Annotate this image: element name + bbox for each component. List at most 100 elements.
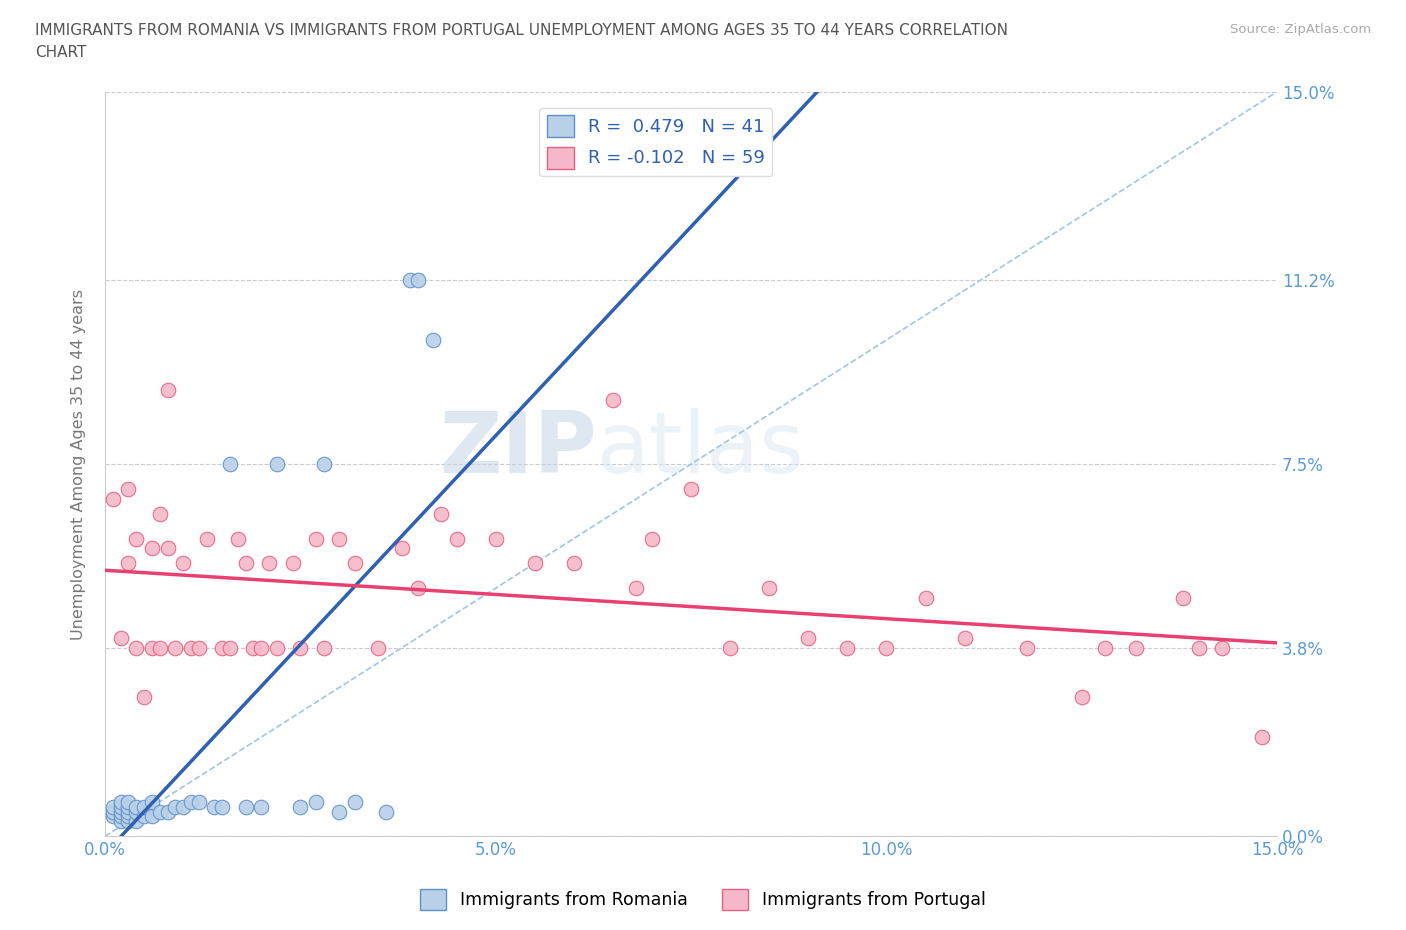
Point [344,556,367,571]
Point [235,556,257,571]
Point [305,531,328,546]
Point [914,591,936,605]
Point [446,531,468,546]
Point [257,556,280,571]
Point [797,631,820,645]
Point [281,556,304,571]
Point [953,631,976,645]
Point [391,541,413,556]
Point [1188,640,1211,655]
Point [132,690,155,705]
Point [211,799,233,814]
Point [523,556,546,571]
Point [125,804,148,819]
Point [1211,640,1233,655]
Point [837,640,859,655]
Point [156,541,179,556]
Point [290,640,312,655]
Legend: R =  0.479   N = 41, R = -0.102   N = 59: R = 0.479 N = 41, R = -0.102 N = 59 [540,108,772,176]
Point [149,506,172,521]
Point [398,272,420,287]
Point [681,482,703,497]
Point [344,794,367,809]
Point [430,506,453,521]
Point [312,457,335,472]
Text: atlas: atlas [598,407,806,491]
Point [141,794,163,809]
Legend: Immigrants from Romania, Immigrants from Portugal: Immigrants from Romania, Immigrants from… [413,882,993,917]
Point [219,457,242,472]
Point [328,531,350,546]
Point [626,580,648,595]
Text: CHART: CHART [35,45,87,60]
Text: IMMIGRANTS FROM ROMANIA VS IMMIGRANTS FROM PORTUGAL UNEMPLOYMENT AMONG AGES 35 T: IMMIGRANTS FROM ROMANIA VS IMMIGRANTS FR… [35,23,1008,38]
Point [117,799,139,814]
Point [266,457,288,472]
Point [235,799,257,814]
Point [110,814,132,829]
Point [226,531,249,546]
Text: ZIP: ZIP [440,407,598,491]
Point [125,640,148,655]
Point [141,809,163,824]
Point [125,799,148,814]
Point [422,333,444,348]
Point [149,804,172,819]
Point [758,580,780,595]
Point [172,799,194,814]
Point [305,794,328,809]
Point [242,640,264,655]
Point [125,531,148,546]
Point [219,640,242,655]
Point [641,531,664,546]
Point [1094,640,1116,655]
Point [149,640,172,655]
Point [110,804,132,819]
Point [117,814,139,829]
Point [125,814,148,829]
Point [250,799,273,814]
Point [406,580,429,595]
Point [290,799,312,814]
Point [101,491,124,506]
Point [156,382,179,397]
Point [312,640,335,655]
Point [562,556,585,571]
Point [367,640,389,655]
Point [1173,591,1195,605]
Point [117,794,139,809]
Point [180,640,202,655]
Point [110,809,132,824]
Point [187,640,209,655]
Point [1070,690,1092,705]
Point [132,809,155,824]
Point [211,640,233,655]
Point [485,531,508,546]
Point [202,799,225,814]
Point [101,799,124,814]
Point [180,794,202,809]
Point [406,272,429,287]
Point [156,804,179,819]
Point [101,804,124,819]
Point [117,804,139,819]
Point [101,809,124,824]
Point [172,556,194,571]
Point [195,531,218,546]
Point [117,556,139,571]
Point [1250,730,1272,745]
Point [141,640,163,655]
Point [110,631,132,645]
Point [266,640,288,655]
Point [250,640,273,655]
Point [165,640,187,655]
Point [602,392,624,407]
Point [875,640,897,655]
Point [1125,640,1147,655]
Y-axis label: Unemployment Among Ages 35 to 44 years: Unemployment Among Ages 35 to 44 years [72,288,86,640]
Point [117,809,139,824]
Point [718,640,741,655]
Text: Source: ZipAtlas.com: Source: ZipAtlas.com [1230,23,1371,36]
Point [117,482,139,497]
Point [375,804,398,819]
